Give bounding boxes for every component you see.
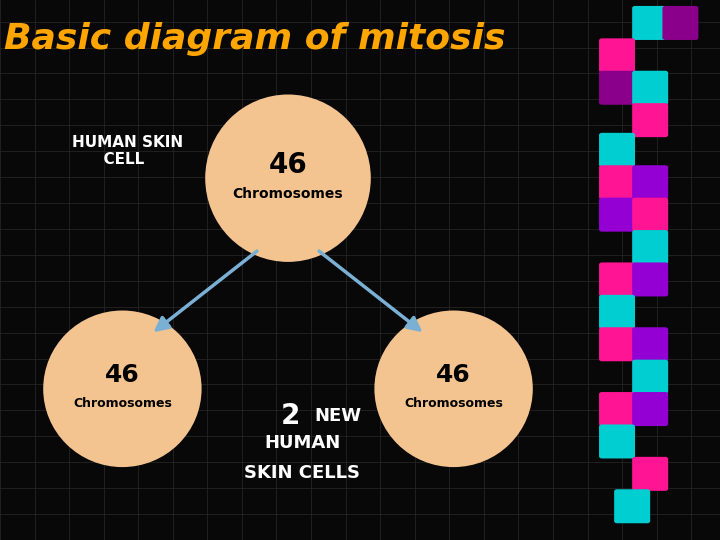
FancyBboxPatch shape [599,38,635,72]
FancyBboxPatch shape [599,133,635,167]
FancyBboxPatch shape [599,424,635,458]
FancyBboxPatch shape [599,165,635,199]
Text: Basic diagram of mitosis: Basic diagram of mitosis [4,22,505,56]
FancyBboxPatch shape [632,262,668,296]
FancyBboxPatch shape [614,489,650,523]
FancyBboxPatch shape [599,71,635,105]
Text: HUMAN SKIN
      CELL: HUMAN SKIN CELL [72,135,183,167]
Text: Chromosomes: Chromosomes [404,397,503,410]
FancyBboxPatch shape [632,71,668,105]
FancyBboxPatch shape [632,165,668,199]
FancyBboxPatch shape [599,327,635,361]
FancyBboxPatch shape [632,360,668,394]
Text: 46: 46 [436,363,471,387]
FancyBboxPatch shape [599,262,635,296]
FancyBboxPatch shape [599,295,635,329]
FancyBboxPatch shape [632,457,668,491]
Text: 2: 2 [281,402,300,430]
FancyBboxPatch shape [599,392,635,426]
FancyBboxPatch shape [632,392,668,426]
Ellipse shape [374,310,533,467]
FancyBboxPatch shape [632,103,668,137]
Text: Chromosomes: Chromosomes [233,187,343,201]
Text: 46: 46 [105,363,140,387]
Ellipse shape [205,94,371,262]
FancyBboxPatch shape [662,6,698,40]
FancyBboxPatch shape [632,198,668,232]
Text: SKIN CELLS: SKIN CELLS [244,463,361,482]
Ellipse shape [43,310,202,467]
Text: 46: 46 [269,151,307,179]
Text: HUMAN: HUMAN [264,434,341,452]
Text: NEW: NEW [315,407,361,425]
Text: Chromosomes: Chromosomes [73,397,172,410]
FancyBboxPatch shape [632,327,668,361]
FancyBboxPatch shape [632,6,668,40]
FancyBboxPatch shape [599,198,635,232]
FancyBboxPatch shape [632,230,668,264]
